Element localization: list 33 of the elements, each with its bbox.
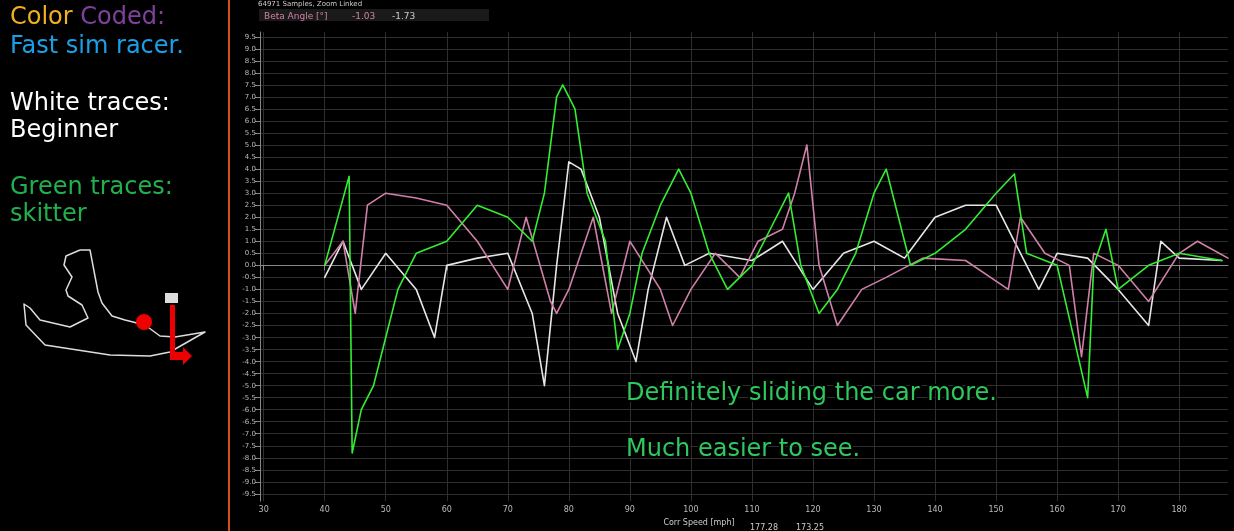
x-tick-label: 80 bbox=[563, 504, 574, 514]
x-tick-label: 40 bbox=[319, 504, 330, 514]
text: 173.25 bbox=[796, 522, 824, 531]
x-tick-label: 140 bbox=[927, 504, 943, 514]
y-axis-title: Beta Angle [°] bbox=[264, 10, 328, 21]
x-tick-label: 160 bbox=[1049, 504, 1065, 514]
x-tick-label: 150 bbox=[988, 504, 1004, 514]
x-tick-label: 120 bbox=[805, 504, 821, 514]
x-axis-title: Corr Speed [mph] bbox=[663, 517, 735, 527]
text: White traces: bbox=[10, 88, 170, 117]
text: Color bbox=[10, 2, 73, 30]
x-tick-label: 60 bbox=[441, 504, 452, 514]
x-tick-label: 110 bbox=[744, 504, 760, 514]
text: Fast sim racer. bbox=[10, 31, 184, 60]
x-tick-label: 170 bbox=[1110, 504, 1126, 514]
annotation: Much easier to see. bbox=[626, 434, 861, 462]
x-tick-label: 70 bbox=[502, 504, 513, 514]
text: Coded: bbox=[80, 2, 166, 30]
text: -1.03 bbox=[352, 10, 376, 21]
x-tick-label: 130 bbox=[866, 504, 882, 514]
text: skitter bbox=[10, 199, 87, 228]
annotation: Definitely sliding the car more. bbox=[626, 378, 997, 406]
line-series bbox=[323, 144, 1229, 358]
text: Green traces: bbox=[10, 172, 173, 201]
x-tick-label: 90 bbox=[624, 504, 635, 514]
line-series bbox=[323, 84, 1223, 454]
x-tick-label: 100 bbox=[683, 504, 699, 514]
x-tick-label: 180 bbox=[1171, 504, 1187, 514]
text: -1.73 bbox=[392, 10, 416, 21]
x-tick-label: 50 bbox=[380, 504, 391, 514]
text: Beginner bbox=[10, 115, 119, 144]
x-tick-label: 30 bbox=[258, 504, 269, 514]
text: 177.28 bbox=[750, 522, 778, 531]
